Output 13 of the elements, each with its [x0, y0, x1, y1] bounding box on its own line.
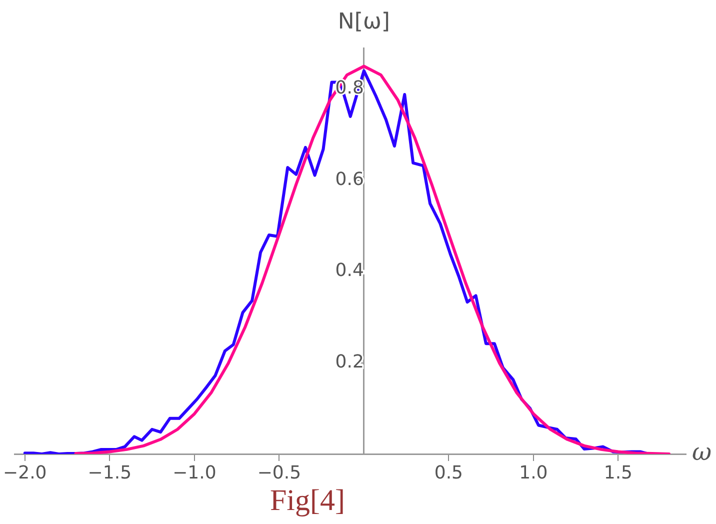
x-tick-label: 1.5 [604, 462, 633, 484]
x-tick-label: 0.5 [434, 462, 464, 484]
x-tick-label: −1.0 [172, 462, 216, 484]
x-tick-label: −0.5 [257, 462, 302, 484]
x-axis-title: ω [692, 438, 712, 466]
x-tick-label: 1.0 [519, 462, 548, 484]
x-tick-label: −1.5 [88, 462, 132, 484]
y-tick-label: 0.4 [335, 260, 364, 282]
text: Fig[4] [270, 484, 345, 518]
x-tick-label: −2.0 [3, 462, 47, 484]
y-axis-title: N[ω] [338, 10, 390, 35]
y-tick-label: 0.6 [335, 168, 364, 190]
y-tick-label: 0.2 [335, 351, 364, 372]
